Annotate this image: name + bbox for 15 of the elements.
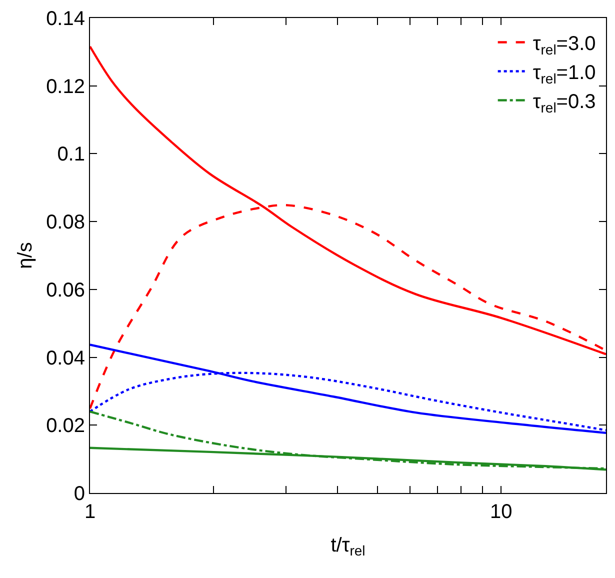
y-tick-label: 0.02	[46, 415, 85, 438]
y-tick-label: 0.1	[57, 144, 85, 166]
y-tick-label: 0	[74, 483, 85, 505]
legend-label: τ$_{rel}$=1.0	[532, 62, 596, 86]
legend-label: τ$_{rel}$=3.0	[532, 33, 596, 58]
y-tick-label: 0.14	[46, 8, 85, 30]
y-tick-label: 0.06	[46, 279, 85, 302]
y-tick-label: 0.12	[46, 76, 85, 98]
y-axis-title: η/s	[14, 242, 37, 269]
legend-label: τ$_{rel}$=0.3	[532, 91, 596, 116]
x-tick-label: 1	[84, 501, 96, 523]
x-axis-title: t/τ$_{rel}$	[330, 534, 366, 559]
x-tick-label: 10	[490, 501, 512, 523]
y-tick-label: 0.08	[46, 212, 85, 234]
y-tick-label: 0.04	[46, 347, 85, 370]
